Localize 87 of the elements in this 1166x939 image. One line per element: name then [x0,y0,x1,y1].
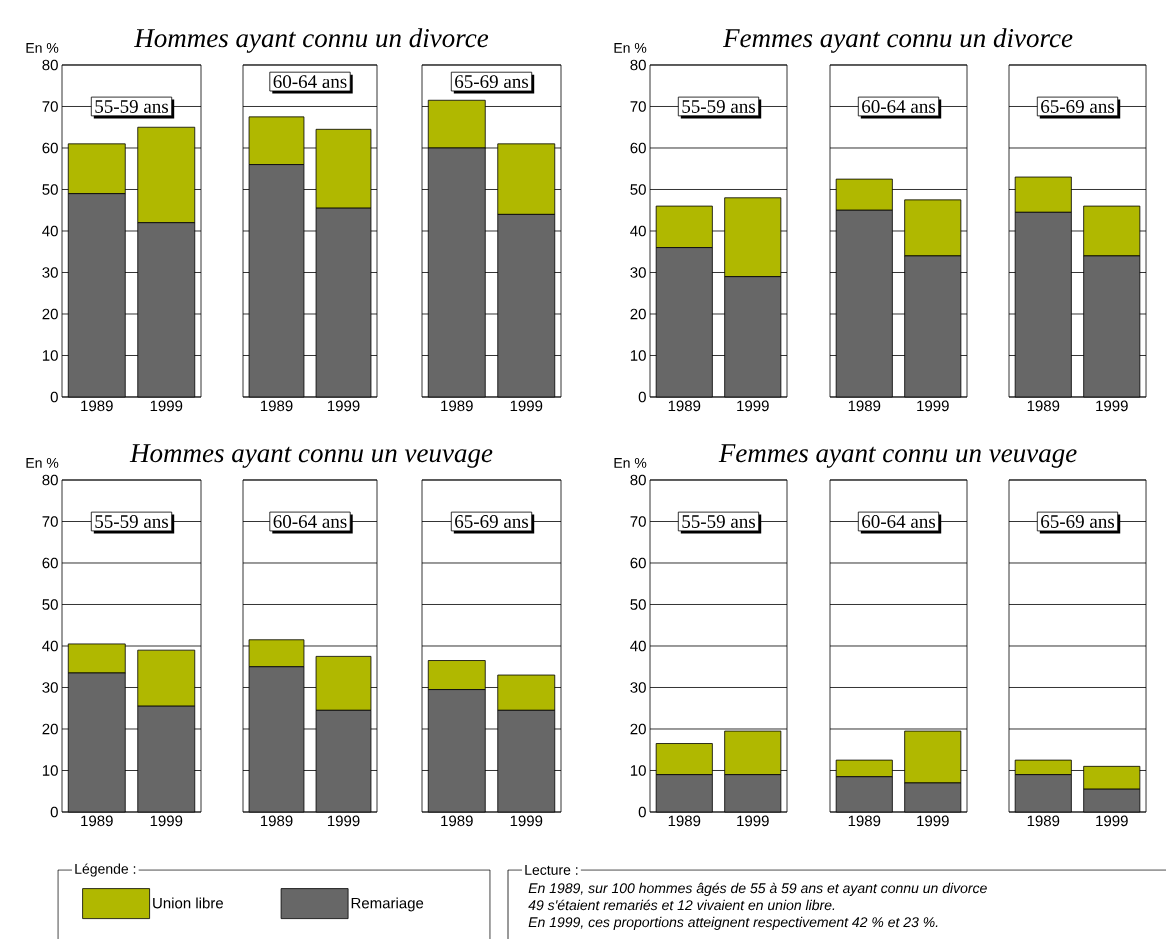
y-tick-label: 50 [42,184,58,195]
text: 49 s'étaient remariés et 12 vivaient en union libre. [528,899,835,911]
y-axis-title: En % [614,457,647,468]
annotation: 60-64 ans [273,75,347,89]
annotation: 55-59 ans [682,100,756,113]
x-tick-label: 1999 [150,815,183,827]
text: En 1999, ces proportions atteignent respectivement 42 % et 23 %. [528,916,938,930]
y-tick-label: 30 [42,267,58,278]
text: Hommes ayant connu un divorce [134,28,489,53]
y-tick-label: 40 [630,640,646,652]
x-tick-label: 1999 [917,400,949,412]
y-axis-title: En % [26,42,59,53]
annotation: 65-69 ans [455,75,529,88]
x-tick-label: 1999 [737,400,769,412]
annotation: 65-69 ans [455,515,529,528]
y-tick-label: 10 [630,350,646,361]
annotation: 55-59 ans [95,100,169,113]
y-tick-label: 0 [50,806,58,818]
legend-label: Remariage [351,897,424,912]
text: Lecture : [525,865,578,875]
y-tick-label: 50 [42,599,58,610]
x-tick-label: 1999 [510,400,543,412]
annotation: 65-69 ans [1041,515,1115,528]
y-tick-label: 70 [42,101,58,112]
y-tick-label: 20 [630,308,646,320]
y-tick-label: 40 [42,225,58,237]
annotation: 55-59 ans [682,515,756,528]
y-tick-label: 40 [630,225,646,237]
y-tick-label: 60 [42,142,58,154]
y-tick-label: 80 [42,59,58,71]
y-tick-label: 70 [630,101,646,112]
legend-label: Union libre [153,897,223,909]
y-axis-title: En % [26,457,59,468]
y-tick-label: 80 [42,474,58,486]
y-tick-label: 40 [42,640,58,652]
x-tick-label: 1989 [848,815,881,827]
x-tick-label: 1989 [1027,400,1060,412]
y-tick-label: 10 [42,765,58,776]
y-tick-label: 20 [42,723,58,735]
annotation: 55-59 ans [95,515,169,528]
y-tick-label: 20 [630,723,646,735]
y-tick-label: 30 [630,682,646,693]
y-tick-label: 50 [630,599,646,610]
y-tick-label: 10 [630,765,646,776]
y-tick-label: 60 [42,557,58,569]
y-tick-label: 50 [630,184,646,195]
x-tick-label: 1989 [848,400,881,412]
y-tick-label: 60 [630,142,646,154]
legend-title: Légende : [75,863,136,877]
text: Hommes ayant connu un veuvage [129,444,493,468]
x-tick-label: 1999 [1096,400,1128,412]
x-tick-label: 1989 [1027,815,1060,827]
text: Femmes ayant connu un divorce [722,28,1073,53]
x-tick-label: 1999 [737,815,769,827]
x-tick-label: 1989 [441,815,473,827]
y-tick-label: 80 [630,474,646,486]
x-tick-label: 1999 [327,400,360,412]
y-tick-label: 80 [630,59,646,71]
y-tick-label: 60 [630,557,646,569]
annotation: 60-64 ans [862,100,936,113]
x-tick-label: 1999 [150,400,183,412]
text: Femmes ayant connu un veuvage [718,444,1077,468]
annotation: 60-64 ans [862,515,936,528]
x-tick-label: 1999 [327,815,360,827]
x-tick-label: 1989 [260,400,293,412]
x-tick-label: 1989 [81,400,113,412]
annotation: 60-64 ans [273,515,347,528]
y-tick-label: 20 [42,308,58,320]
x-tick-label: 1999 [1096,815,1128,827]
x-tick-label: 1989 [441,400,473,412]
y-tick-label: 0 [50,391,58,403]
x-tick-label: 1999 [917,815,949,827]
y-tick-label: 0 [638,806,646,818]
y-axis-title: En % [614,42,647,53]
text: En 1989, sur 100 hommes âgés de 55 à 59 ans et ayant connu un divorce [528,882,987,896]
y-tick-label: 10 [42,350,58,361]
x-tick-label: 1989 [668,815,701,827]
x-tick-label: 1989 [81,815,113,827]
x-tick-label: 1989 [260,815,293,827]
x-tick-label: 1989 [668,400,701,412]
x-tick-label: 1999 [510,815,543,827]
y-tick-label: 30 [630,267,646,278]
y-tick-label: 0 [638,391,646,403]
y-tick-label: 70 [42,516,58,527]
y-tick-label: 30 [42,682,58,693]
y-tick-label: 70 [630,516,646,527]
annotation: 65-69 ans [1041,100,1115,113]
